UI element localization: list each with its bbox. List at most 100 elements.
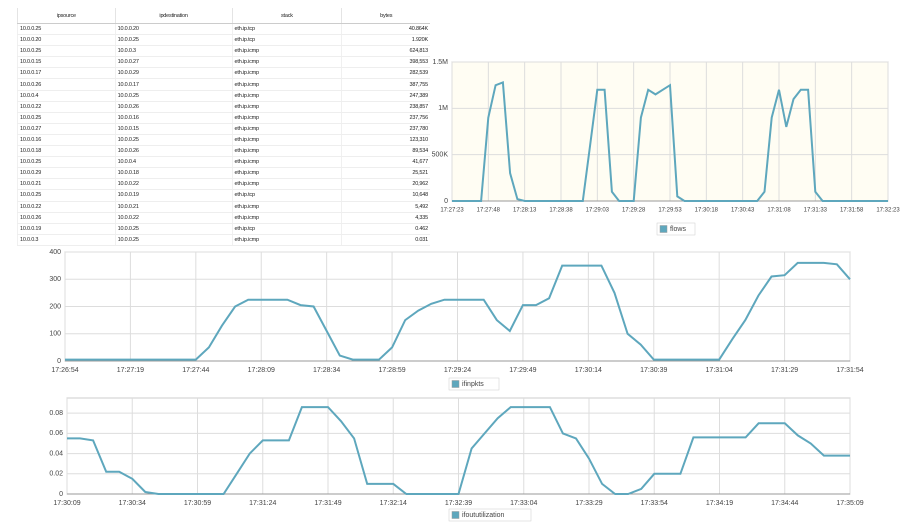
table-cell: 10.0.0.3 xyxy=(17,234,116,246)
table-cell: 10.0.0.27 xyxy=(17,123,116,135)
column-header: stack xyxy=(231,8,342,24)
table-cell: 10.0.0.22 xyxy=(114,212,233,224)
x-tick-label: 17:29:28 xyxy=(622,208,646,214)
table-cell: eth.ip.icmp xyxy=(231,145,342,158)
x-tick-label: 17:33:54 xyxy=(641,500,668,507)
table-row: 10.0.0.15 10.0.0.27 eth.ip.icmp 398,553 xyxy=(17,56,430,69)
x-tick-label: 17:30:59 xyxy=(184,500,211,507)
table-cell: 237,780 xyxy=(341,123,430,135)
x-tick-label: 17:35:09 xyxy=(836,500,863,507)
table-cell: eth.ip.icmp xyxy=(231,234,342,246)
table-row: 10.0.0.29 10.0.0.18 eth.ip.icmp 25,521 xyxy=(17,167,430,180)
y-tick-label: 100 xyxy=(49,331,61,338)
table-cell: 624,813 xyxy=(341,45,430,58)
table-cell: 10.0.0.25 xyxy=(17,45,116,58)
x-tick-label: 17:30:34 xyxy=(119,500,146,507)
table-cell: 10.0.0.26 xyxy=(17,212,116,224)
legend-box xyxy=(656,222,696,236)
table-cell: eth.ip.tcp xyxy=(231,189,342,202)
legend-label: ifoututilization xyxy=(462,512,505,519)
table-cell: 247,389 xyxy=(341,90,430,102)
table-cell: 10.0.0.16 xyxy=(114,112,233,124)
table-row: 10.0.0.18 10.0.0.26 eth.ip.icmp 89,534 xyxy=(17,145,430,158)
table-row: 10.0.0.25 10.0.0.20 eth.ip.tcp 40.864K xyxy=(17,23,430,36)
x-tick-label: 17:32:14 xyxy=(380,500,407,507)
x-tick-label: 17:30:39 xyxy=(640,367,667,374)
x-tick-label: 17:30:09 xyxy=(53,500,80,507)
x-tick-label: 17:28:09 xyxy=(248,367,275,374)
x-tick-label: 17:34:44 xyxy=(771,500,798,507)
table-cell: 238,857 xyxy=(341,101,430,113)
table-cell: 10.0.0.3 xyxy=(114,45,233,58)
table-cell: 10.0.0.15 xyxy=(17,56,116,69)
table-cell: eth.ip.icmp xyxy=(231,78,342,91)
table-cell: 10.0.0.15 xyxy=(114,123,233,135)
table-row: 10.0.0.3 10.0.0.25 eth.ip.icmp 0.031 xyxy=(17,234,430,246)
legend-swatch xyxy=(451,511,460,519)
table-cell: 4,335 xyxy=(341,212,430,224)
y-tick-label: 200 xyxy=(49,303,61,310)
table-row: 10.0.0.19 10.0.0.25 eth.ip.tcp 0.462 xyxy=(17,223,430,235)
legend-box xyxy=(448,508,532,522)
table-cell: 10.0.0.18 xyxy=(114,167,233,180)
x-tick-label: 17:29:49 xyxy=(509,367,536,374)
table-cell: eth.ip.icmp xyxy=(231,101,342,113)
table-cell: 10.0.0.17 xyxy=(17,67,116,80)
x-tick-label: 17:32:39 xyxy=(445,500,472,507)
table-cell: 0.462 xyxy=(341,223,430,235)
y-tick-label: 500K xyxy=(432,152,449,159)
x-tick-label: 17:29:24 xyxy=(444,367,471,374)
series-line xyxy=(65,261,851,361)
table-cell: eth.ip.icmp xyxy=(231,45,342,58)
table-row: 10.0.0.20 10.0.0.25 eth.ip.tcp 1.920K xyxy=(17,34,430,47)
y-tick-label: 0.02 xyxy=(49,471,63,478)
x-tick-label: 17:27:44 xyxy=(182,367,209,374)
x-tick-label: 17:31:29 xyxy=(771,367,798,374)
table-cell: 10.0.0.16 xyxy=(17,134,116,147)
table-cell: 10.0.0.25 xyxy=(17,112,116,124)
table-cell: 10.0.0.21 xyxy=(114,201,233,213)
table-cell: 25,521 xyxy=(341,167,430,180)
series-line xyxy=(67,406,850,495)
table-cell: 10.0.0.25 xyxy=(17,23,116,36)
table-cell: eth.ip.icmp xyxy=(231,112,342,124)
table-cell: 10.0.0.25 xyxy=(17,156,116,169)
x-tick-label: 17:31:08 xyxy=(767,208,791,214)
table-row: 10.0.0.26 10.0.0.17 eth.ip.icmp 387,755 xyxy=(17,78,430,91)
flow-table: ipsource ipdestination stack bytes 10.0.0.25… xyxy=(17,8,430,246)
table-cell: 1.920K xyxy=(341,34,430,47)
table-cell: eth.ip.icmp xyxy=(231,67,342,80)
table-row: 10.0.0.27 10.0.0.15 eth.ip.icmp 237,780 xyxy=(17,123,430,135)
x-tick-label: 17:31:58 xyxy=(840,208,864,214)
table-cell: 0.031 xyxy=(341,234,430,246)
y-tick-label: 300 xyxy=(49,276,61,283)
table-cell: 10.0.0.25 xyxy=(114,34,233,47)
table-cell: 10.0.0.26 xyxy=(17,78,116,91)
x-tick-label: 17:31:04 xyxy=(706,367,733,374)
y-tick-label: 0.08 xyxy=(49,410,63,417)
table-cell: 10.0.0.4 xyxy=(114,156,233,169)
table-cell: 10.0.0.22 xyxy=(17,101,116,113)
x-tick-label: 17:29:53 xyxy=(658,208,682,214)
y-tick-label: 1M xyxy=(438,105,448,112)
x-tick-label: 17:29:03 xyxy=(586,208,610,214)
table-cell: 10.0.0.26 xyxy=(114,101,233,113)
x-tick-label: 17:31:49 xyxy=(314,500,341,507)
table-cell: 10.0.0.4 xyxy=(17,90,116,102)
table-cell: 387,755 xyxy=(341,78,430,91)
y-tick-label: 0 xyxy=(57,358,61,365)
x-tick-label: 17:30:14 xyxy=(575,367,602,374)
table-cell: eth.ip.icmp xyxy=(231,167,342,180)
table-cell: 237,756 xyxy=(341,112,430,124)
x-tick-label: 17:30:43 xyxy=(731,208,755,214)
table-row: 10.0.0.25 10.0.0.16 eth.ip.icmp 237,756 xyxy=(17,112,430,124)
x-tick-label: 17:31:24 xyxy=(249,500,276,507)
table-cell: eth.ip.icmp xyxy=(231,134,342,147)
x-tick-label: 17:31:33 xyxy=(804,208,828,214)
x-tick-label: 17:33:04 xyxy=(510,500,537,507)
header-row: ipsource ipdestination stack bytes xyxy=(17,8,430,24)
x-tick-label: 17:33:29 xyxy=(575,500,602,507)
table-cell: 89,534 xyxy=(341,145,430,158)
y-tick-label: 400 xyxy=(49,249,61,256)
table-cell: eth.ip.icmp xyxy=(231,56,342,69)
